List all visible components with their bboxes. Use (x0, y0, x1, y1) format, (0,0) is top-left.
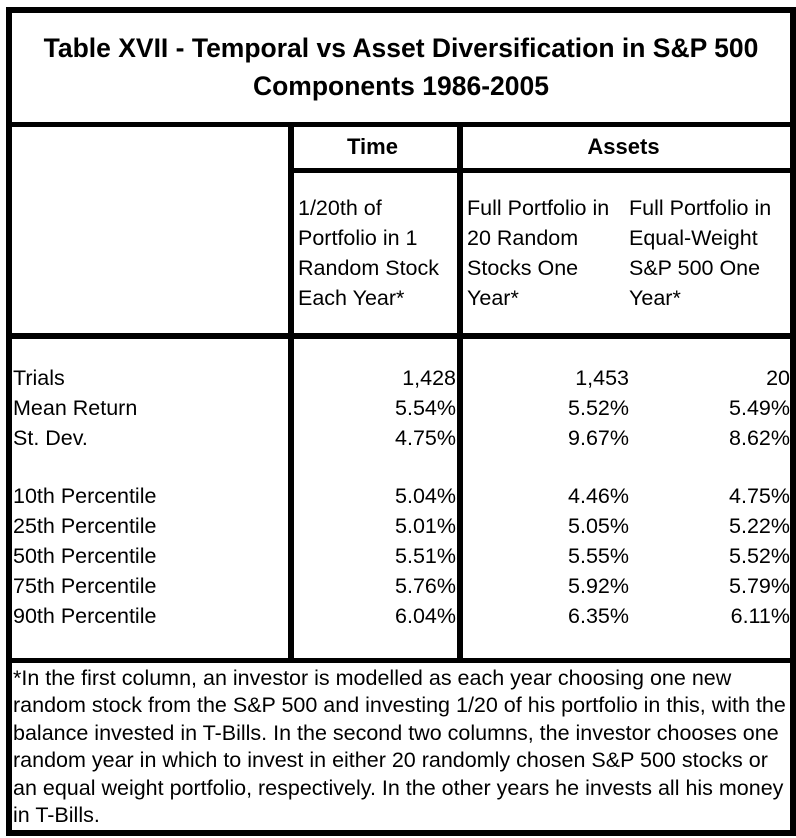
values-column-equal-weight: 20 5.49% 8.62% 4.75% 5.22% 5.52% 5.79% 6… (629, 363, 790, 658)
cell-value: 5.05% (568, 514, 629, 538)
values-column-temporal: 1,428 5.54% 4.75% 5.04% 5.01% 5.51% 5.76… (288, 363, 457, 658)
cell-value: 5.22% (729, 514, 790, 538)
cell-value: 5.52% (729, 544, 790, 568)
cell-value: 9.67% (568, 426, 629, 450)
cell-value: 5.79% (729, 574, 790, 598)
cell-value: 1,453 (575, 366, 629, 390)
column-header-equal-weight: Full Portfolio in Equal-Weight S&P 500 O… (629, 196, 772, 310)
cell-value: 4.75% (729, 484, 790, 508)
column-group-time: Time (288, 127, 457, 173)
rule-below-headers (12, 333, 790, 339)
cell-value: 4.46% (568, 484, 629, 508)
vertical-rule-2 (457, 122, 463, 658)
cell-value: 5.55% (568, 544, 629, 568)
table-body: Time Assets 1/20th of Portfolio in 1 Ran… (12, 122, 790, 658)
column-header-20-stocks: Full Portfolio in 20 Random Stocks One Y… (467, 196, 610, 310)
cell-value: 1,428 (402, 366, 456, 390)
row-label: 50th Percentile (13, 544, 157, 568)
row-spacer (457, 453, 629, 481)
column-header-row: 1/20th of Portfolio in 1 Random Stock Ea… (12, 173, 790, 333)
row-spacer (12, 453, 288, 481)
row-spacer (288, 453, 457, 481)
row-label: 90th Percentile (13, 604, 157, 628)
values-column-20-stocks: 1,453 5.52% 9.67% 4.46% 5.05% 5.55% 5.92… (457, 363, 629, 658)
row-label: St. Dev. (13, 426, 88, 450)
cell-value: 8.62% (729, 426, 790, 450)
row-spacer (629, 453, 790, 481)
column-group-row: Time Assets (12, 127, 790, 173)
cell-value: 5.54% (395, 396, 456, 420)
cell-value: 5.01% (395, 514, 456, 538)
row-labels-column: Trials Mean Return St. Dev. 10th Percent… (12, 363, 288, 658)
cell-value: 6.04% (395, 604, 456, 628)
cell-value: 6.35% (568, 604, 629, 628)
row-label: 10th Percentile (13, 484, 157, 508)
rule-below-title (12, 122, 790, 127)
row-label: Mean Return (13, 396, 138, 420)
cell-value: 5.52% (568, 396, 629, 420)
corner-blank-cell (12, 127, 288, 173)
row-label-header-blank (12, 173, 288, 333)
row-label: Trials (13, 366, 65, 390)
cell-value: 20 (766, 366, 790, 390)
column-group-assets: Assets (457, 127, 790, 173)
row-label: 25th Percentile (13, 514, 157, 538)
vertical-rule-1 (288, 122, 294, 658)
cell-value: 5.49% (729, 396, 790, 420)
row-label: 75th Percentile (13, 574, 157, 598)
cell-value: 5.92% (568, 574, 629, 598)
table-footnote: *In the first column, an investor is mod… (12, 658, 790, 830)
table-frame: Table XVII - Temporal vs Asset Diversifi… (6, 7, 796, 836)
cell-value: 4.75% (395, 426, 456, 450)
table-title: Table XVII - Temporal vs Asset Diversifi… (43, 33, 759, 101)
column-header-temporal: 1/20th of Portfolio in 1 Random Stock Ea… (298, 196, 440, 310)
cell-value: 5.51% (395, 544, 456, 568)
cell-value: 6.11% (730, 604, 790, 628)
data-section: Trials Mean Return St. Dev. 10th Percent… (12, 339, 790, 658)
cell-value: 5.04% (395, 484, 456, 508)
cell-value: 5.76% (395, 574, 456, 598)
